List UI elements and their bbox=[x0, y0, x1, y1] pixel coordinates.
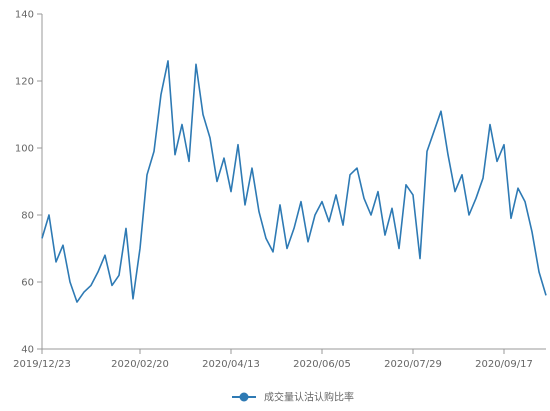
x-tick-label: 2020/04/13 bbox=[202, 359, 260, 370]
legend[interactable]: 成交量认沽认购比率 bbox=[232, 391, 354, 404]
legend-label: 成交量认沽认购比率 bbox=[264, 391, 354, 404]
series-layer bbox=[41, 60, 547, 303]
x-axis: 2019/12/23 2020/02/20 2020/04/13 2020/06/05… bbox=[13, 348, 546, 370]
y-tick-label: 40 bbox=[21, 345, 34, 356]
x-tick-label: 2020/07/29 bbox=[384, 359, 442, 370]
y-axis: 40 60 80 100 120 140 bbox=[15, 10, 43, 356]
x-tick-label: 2020/06/05 bbox=[293, 359, 351, 370]
x-tick-label: 2020/02/20 bbox=[111, 359, 169, 370]
y-tick-label: 100 bbox=[15, 144, 34, 155]
y-tick-label: 60 bbox=[21, 278, 34, 289]
legend-marker-icon bbox=[239, 392, 249, 402]
y-tick-label: 80 bbox=[21, 211, 34, 222]
x-tick-label: 2019/12/23 bbox=[13, 359, 71, 370]
y-tick-label: 140 bbox=[15, 10, 34, 21]
x-tick-label: 2020/09/17 bbox=[475, 359, 533, 370]
series-line bbox=[41, 60, 547, 303]
y-tick-label: 120 bbox=[15, 77, 34, 88]
